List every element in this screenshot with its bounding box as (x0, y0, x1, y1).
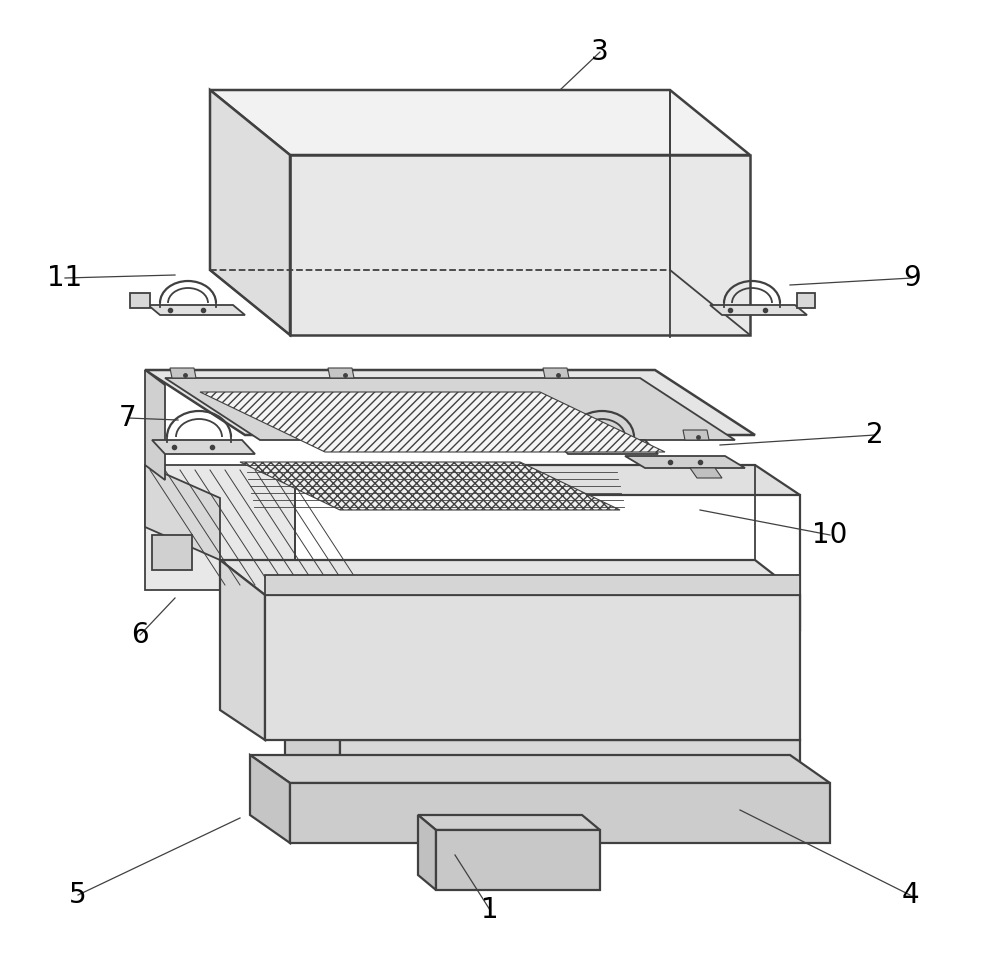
Polygon shape (165, 378, 735, 440)
Polygon shape (145, 465, 295, 590)
Text: 3: 3 (591, 38, 609, 66)
Polygon shape (328, 368, 354, 378)
Polygon shape (295, 465, 800, 495)
Text: 7: 7 (119, 404, 137, 432)
Polygon shape (210, 90, 750, 155)
Polygon shape (625, 456, 745, 468)
Polygon shape (220, 560, 800, 595)
Polygon shape (170, 368, 196, 378)
Polygon shape (340, 740, 800, 783)
Polygon shape (683, 430, 709, 440)
Text: 4: 4 (901, 881, 919, 909)
Polygon shape (152, 440, 255, 454)
Text: 9: 9 (903, 264, 921, 292)
Polygon shape (418, 815, 436, 890)
Polygon shape (690, 468, 722, 478)
Polygon shape (145, 370, 755, 435)
Polygon shape (797, 293, 815, 308)
Polygon shape (290, 155, 750, 335)
Polygon shape (240, 462, 620, 510)
Polygon shape (220, 560, 265, 740)
Polygon shape (152, 535, 192, 570)
Polygon shape (436, 830, 600, 890)
Text: 5: 5 (69, 881, 87, 909)
Polygon shape (250, 755, 290, 843)
Polygon shape (285, 710, 340, 783)
Polygon shape (543, 368, 569, 378)
Polygon shape (250, 755, 830, 783)
Polygon shape (130, 293, 150, 308)
Polygon shape (418, 815, 600, 830)
Polygon shape (210, 90, 290, 335)
Polygon shape (710, 305, 807, 315)
Text: 6: 6 (131, 621, 149, 649)
Polygon shape (285, 710, 800, 740)
Text: 2: 2 (866, 421, 884, 449)
Polygon shape (265, 575, 800, 595)
Polygon shape (290, 783, 830, 843)
Polygon shape (145, 370, 165, 480)
Polygon shape (555, 440, 658, 454)
Polygon shape (145, 465, 220, 560)
Text: 10: 10 (812, 521, 848, 549)
Polygon shape (200, 392, 665, 452)
Text: 11: 11 (47, 264, 83, 292)
Polygon shape (148, 305, 245, 315)
Text: 1: 1 (481, 896, 499, 924)
Polygon shape (265, 595, 800, 740)
